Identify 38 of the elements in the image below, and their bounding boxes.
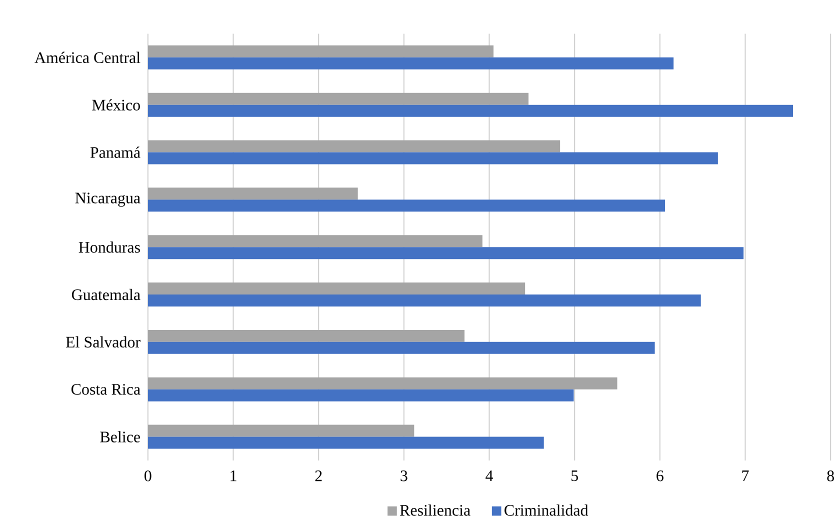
legend-label: Criminalidad [504,504,588,516]
y-tick-label: Nicaragua [75,192,140,207]
x-tick-label: 6 [656,470,664,482]
x-tick-label: 5 [572,470,578,482]
y-tick-label: Honduras [78,242,140,253]
bar [148,377,618,390]
bar [148,247,744,260]
bar [148,342,655,354]
bar [148,104,794,117]
y-tick-label: Guatemala [72,288,140,300]
bar [148,200,666,212]
bar [148,188,358,200]
bar [148,424,414,437]
y-tick-label: Panamá [90,146,140,158]
bar [148,389,574,402]
bar [148,140,560,152]
y-tick-label: Costa Rica [71,384,140,395]
x-tick-label: 8 [827,470,834,482]
x-tick-label: 2 [315,470,322,482]
bar [148,152,718,164]
bar [148,45,494,58]
bar [148,92,528,105]
x-tick-label: 1 [230,470,236,482]
x-tick-label: 7 [742,470,749,482]
bar [148,330,465,342]
bar [148,294,701,307]
bar [148,282,526,295]
x-tick-label: 0 [144,470,152,482]
legend-label: Resiliencia [400,504,470,516]
bar [148,57,674,70]
y-tick-label: México [92,99,140,111]
x-tick-label: 3 [400,470,408,482]
x-tick-label: 4 [486,470,494,482]
bar [148,235,482,248]
y-tick-label: Belice [100,431,140,442]
y-tick-label: América Central [34,52,140,64]
y-tick-label: El Salvador [66,336,140,348]
bar [148,436,544,449]
